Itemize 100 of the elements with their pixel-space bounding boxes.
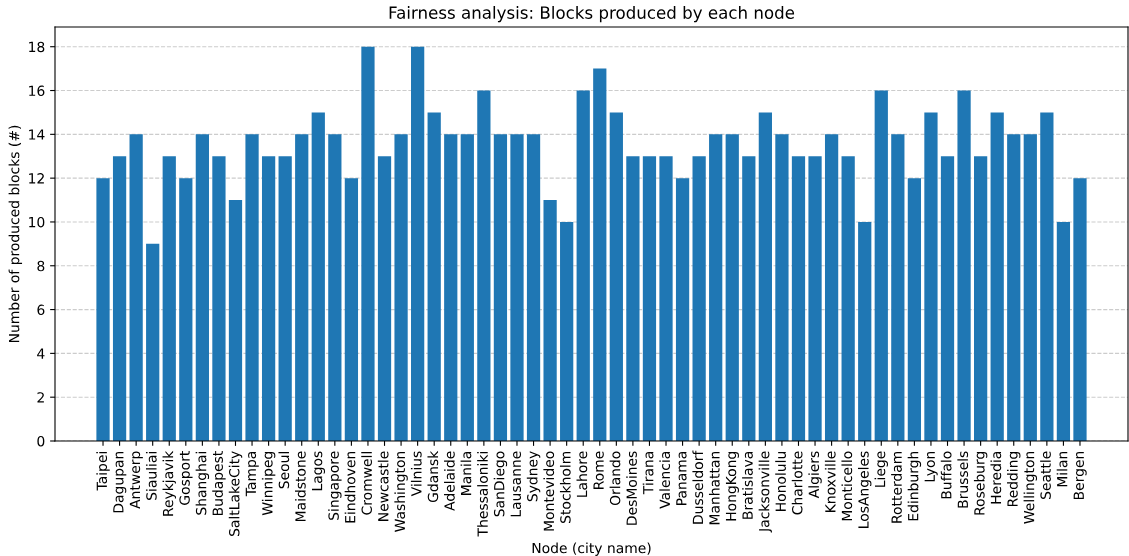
- bar: [510, 134, 524, 441]
- x-tick-label: Taipei: [96, 452, 110, 491]
- bar: [1040, 112, 1054, 441]
- bar: [427, 112, 441, 441]
- x-tick-label: Heredia: [990, 451, 1002, 504]
- bar: [824, 134, 839, 441]
- x-tick-label: Newcastle: [377, 451, 389, 521]
- bar: [725, 134, 739, 441]
- bar: [990, 112, 1004, 441]
- x-tick-label: Bratislava: [742, 451, 753, 519]
- x-tick-label: Singapore: [328, 451, 342, 520]
- y-tick-label: 2: [37, 392, 44, 403]
- x-tick-label: Edinburgh: [907, 451, 922, 521]
- y-tick-label: 0: [37, 435, 45, 447]
- x-tick-label: Lyon: [924, 451, 938, 482]
- x-tick-label: Winnipeg: [261, 451, 276, 516]
- bar: [709, 134, 723, 441]
- x-tick-label: Vilnius: [410, 451, 422, 497]
- x-tick-label: Orlando: [609, 451, 621, 506]
- x-tick-label: Rotterdam: [891, 451, 902, 523]
- y-tick-label: 8: [37, 260, 45, 272]
- bar: [179, 178, 193, 441]
- x-tick-label: SaltLakeCity: [228, 451, 243, 536]
- x-tick-label: Wellington: [1023, 451, 1038, 524]
- bar: [1023, 134, 1037, 441]
- x-tick-label: Sydney: [526, 451, 541, 502]
- bar: [742, 156, 756, 441]
- x-tick-label: Budapest: [212, 451, 226, 516]
- x-tick-label: Milan: [1056, 451, 1068, 487]
- bar: [278, 156, 292, 441]
- bar: [526, 134, 541, 441]
- bar: [228, 200, 243, 441]
- x-tick-label: Brussels: [957, 451, 969, 508]
- x-tick-label: Antwerp: [129, 451, 143, 509]
- x-tick-label: Charlotte: [791, 451, 803, 515]
- x-tick-label: Gosport: [179, 451, 193, 505]
- bar: [858, 221, 872, 441]
- bar: [957, 90, 971, 441]
- chart-title: Fairness analysis: Blocks produced by each node: [389, 6, 795, 23]
- y-tick-label: 18: [29, 41, 45, 53]
- bar: [576, 90, 590, 441]
- bar: [891, 134, 905, 441]
- bar: [940, 156, 955, 441]
- bar: [394, 134, 408, 441]
- x-tick-label: Lausanne: [510, 451, 522, 517]
- x-tick-label: Lagos: [311, 451, 325, 491]
- x-tick-label: Shanghai: [195, 452, 210, 515]
- x-tick-label: Liege: [874, 451, 888, 487]
- x-tick-label: Valencia: [659, 451, 671, 509]
- bar: [361, 46, 375, 441]
- y-tick-label: 14: [29, 129, 45, 140]
- bar: [626, 156, 640, 441]
- bar: [311, 112, 325, 441]
- x-tick-label: Maidstone: [295, 451, 306, 522]
- bar: [675, 178, 690, 441]
- x-tick-label: Panama: [676, 451, 687, 505]
- x-tick-label: Roseburg: [973, 451, 988, 515]
- x-tick-label: Thessaloniki: [477, 452, 488, 537]
- bar: [593, 68, 607, 441]
- x-tick-label: Seattle: [1040, 451, 1051, 499]
- bar: [560, 221, 574, 441]
- x-tick-label: Honolulu: [775, 451, 786, 511]
- bar: [791, 156, 806, 441]
- bar: [841, 156, 855, 441]
- bar: [146, 243, 160, 441]
- bar: [1007, 134, 1021, 441]
- bar: [775, 134, 789, 441]
- bar: [874, 90, 888, 441]
- bar: [493, 134, 508, 441]
- x-tick-label: Gdansk: [427, 450, 439, 503]
- x-tick-label: Tampa: [245, 451, 259, 497]
- x-tick-label: Dagupan: [113, 451, 127, 513]
- y-tick-label: 16: [29, 85, 45, 96]
- x-tick-label: Manhattan: [708, 451, 720, 525]
- bar: [692, 156, 706, 441]
- x-tick-label: Tirana: [642, 451, 654, 495]
- bar: [344, 178, 359, 441]
- bar: [974, 156, 988, 441]
- x-tick-label: LosAngeles: [858, 451, 872, 528]
- bar: [477, 90, 491, 441]
- bar: [758, 112, 772, 441]
- bar: [543, 200, 557, 441]
- bar: [245, 134, 259, 441]
- y-tick-label: 12: [29, 173, 44, 184]
- x-tick-label: Bergen: [1073, 451, 1087, 500]
- x-tick-label: Siauliai: [145, 452, 157, 500]
- bar: [261, 156, 276, 441]
- x-tick-label: HongKong: [725, 451, 739, 521]
- x-tick-label: Dusseldorf: [692, 450, 704, 524]
- x-tick-label: Montevideo: [543, 451, 555, 531]
- bar: [907, 178, 922, 441]
- x-tick-label: Algiers: [808, 451, 822, 499]
- bar: [444, 134, 458, 441]
- y-tick-label: 4: [37, 348, 45, 359]
- x-tick-label: Eindhoven: [344, 451, 356, 523]
- x-tick-label: Knoxville: [824, 451, 836, 512]
- x-tick-label: Manila: [460, 451, 472, 495]
- x-tick-label: Redding: [1007, 451, 1021, 507]
- x-tick-label: SanDiego: [493, 451, 508, 517]
- bar: [1056, 221, 1071, 441]
